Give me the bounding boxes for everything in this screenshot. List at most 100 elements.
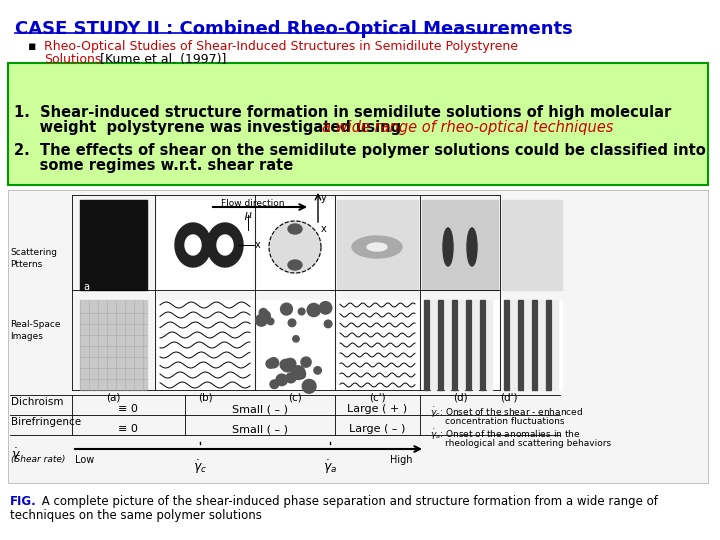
Text: Flow direction: Flow direction [221,199,284,208]
Text: Scattering
Ptterns: Scattering Ptterns [10,248,57,269]
Bar [424,300,429,390]
Circle shape [281,303,292,315]
Circle shape [270,380,279,389]
Bar [532,300,537,390]
Circle shape [301,357,311,367]
Polygon shape [207,223,243,267]
Bar [422,200,498,290]
Text: (d'): (d') [500,393,518,403]
Ellipse shape [443,228,453,266]
Bar [459,300,464,390]
Text: Large ( – ): Large ( – ) [348,424,405,434]
Bar [445,300,450,390]
Text: a: a [83,282,89,292]
Circle shape [259,308,267,316]
Text: Rheo-Optical Studies of Shear-Induced Structures in Semidilute Polystyrene: Rheo-Optical Studies of Shear-Induced St… [44,40,518,53]
Text: Small ( – ): Small ( – ) [232,404,288,414]
Bar [452,300,457,390]
Text: $\dot{\gamma}_c$: Onset of the shear - enhanced: $\dot{\gamma}_c$: Onset of the shear - e… [430,406,583,420]
Text: Dichroism: Dichroism [11,397,63,407]
Bar [473,300,478,390]
Bar [157,300,252,390]
Bar [487,300,492,390]
Text: (d): (d) [453,393,467,403]
Text: [Kume et al. (1997)]: [Kume et al. (1997)] [100,53,226,66]
Bar [546,300,551,390]
Bar [553,300,558,390]
Circle shape [319,302,332,314]
Text: Low: Low [75,455,94,465]
Bar [511,300,516,390]
Circle shape [286,373,296,383]
Bar [502,200,562,290]
Text: 1.  Shear-induced structure formation in semidilute solutions of high molecular: 1. Shear-induced structure formation in … [14,105,671,120]
Bar [80,200,147,290]
Polygon shape [217,235,233,255]
Circle shape [280,360,290,370]
Text: 2.  The effects of shear on the semidilute polymer solutions could be classified: 2. The effects of shear on the semidilut… [14,143,706,158]
Bar [525,300,530,390]
Circle shape [269,357,279,368]
Text: weight  polystyrene was investigated using: weight polystyrene was investigated usin… [14,120,406,135]
FancyBboxPatch shape [8,190,708,483]
Polygon shape [185,235,201,255]
Text: (a): (a) [106,393,120,403]
Text: techniques on the same polymer solutions: techniques on the same polymer solutions [10,509,262,522]
Text: (b): (b) [198,393,212,403]
Text: $\dot{\gamma}_a$: Onset of the anomalies in the: $\dot{\gamma}_a$: Onset of the anomalies… [430,428,580,442]
Circle shape [324,320,332,328]
Ellipse shape [467,228,477,266]
Text: (Shear rate): (Shear rate) [11,455,66,464]
Text: FIG.: FIG. [10,495,37,508]
Text: $\dot{\gamma}_a$: $\dot{\gamma}_a$ [323,458,337,476]
Bar [157,200,252,290]
Bar [504,300,509,390]
Bar [502,300,562,390]
Text: ≡ 0: ≡ 0 [118,424,138,434]
Bar [539,300,544,390]
Ellipse shape [288,260,302,270]
Bar [257,200,333,290]
Bar [438,300,443,390]
Bar [422,300,498,390]
Circle shape [269,221,321,273]
Text: $\mu$: $\mu$ [243,210,252,222]
Text: Large ( + ): Large ( + ) [347,404,407,414]
Text: Small ( – ): Small ( – ) [232,424,288,434]
Circle shape [281,359,294,372]
Circle shape [266,359,275,368]
Text: (c): (c) [288,393,302,403]
Text: some regimes w.r.t. shear rate: some regimes w.r.t. shear rate [14,158,293,173]
Ellipse shape [352,236,402,258]
Text: y: y [321,193,327,203]
Circle shape [307,303,320,316]
Circle shape [285,359,296,369]
Circle shape [293,336,299,342]
Circle shape [292,366,305,380]
Text: (c'): (c') [369,393,385,403]
Ellipse shape [288,224,302,234]
Circle shape [298,372,305,379]
Text: rheological and scattering behaviors: rheological and scattering behaviors [445,439,611,448]
Circle shape [256,314,267,326]
Text: CASE STUDY II : Combined Rheo-Optical Measurements: CASE STUDY II : Combined Rheo-Optical Me… [15,20,572,38]
Text: $\dot{\gamma}$: $\dot{\gamma}$ [11,446,21,463]
Text: ≡ 0: ≡ 0 [118,404,138,414]
Text: Real-Space
Images: Real-Space Images [10,320,60,341]
Text: a wide range of rheo-optical techniques: a wide range of rheo-optical techniques [322,120,613,135]
Bar [518,300,523,390]
Text: Birefringence: Birefringence [11,417,81,427]
Text: ▪: ▪ [28,40,37,53]
Circle shape [288,319,296,327]
Circle shape [302,380,316,393]
Bar [257,300,333,390]
Circle shape [267,318,274,325]
Circle shape [314,367,321,374]
Bar [80,300,147,390]
Circle shape [298,308,305,315]
Bar [431,300,436,390]
Text: $\dot{\gamma}_c$: $\dot{\gamma}_c$ [193,458,207,476]
Text: Solutions: Solutions [44,53,102,66]
Bar [480,300,485,390]
Ellipse shape [367,243,387,251]
